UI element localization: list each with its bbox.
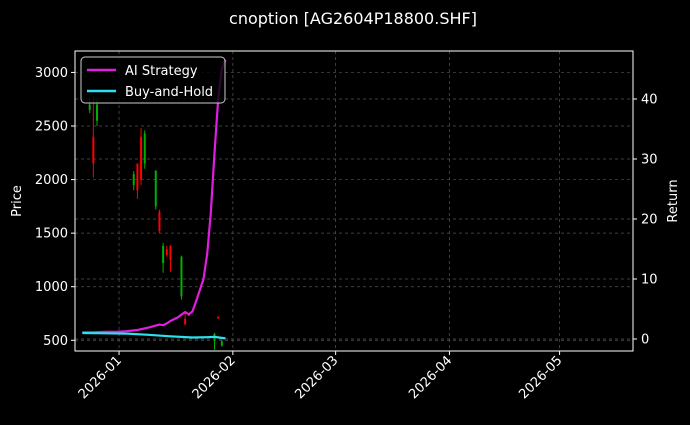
candle-body — [184, 318, 187, 325]
candle-body — [217, 316, 220, 319]
candle-layer — [88, 96, 223, 350]
candle-body — [92, 136, 95, 164]
y-axis-label-left: Price — [10, 185, 25, 217]
y-tick-label-left: 1000 — [35, 280, 68, 295]
candle-body — [140, 136, 143, 180]
candle-body — [158, 211, 161, 231]
candle-body — [220, 341, 223, 346]
legend-box — [80, 56, 226, 104]
candle-body — [162, 246, 165, 264]
candle-body — [132, 174, 135, 185]
y-tick-label-left: 500 — [43, 334, 68, 349]
candle-body — [180, 256, 183, 297]
candle-body — [136, 163, 139, 191]
y-tick-label-right: 10 — [641, 273, 658, 288]
y-tick-label-left: 1500 — [35, 227, 68, 242]
y-tick-label-right: 20 — [641, 213, 658, 228]
candle-body — [88, 104, 91, 110]
legend: AI Strategy Buy-and-Hold — [80, 56, 226, 104]
series-layer — [82, 59, 227, 340]
chart-title: cnoption [AG2604P18800.SHF] — [229, 9, 477, 28]
y-tick-label-right: 30 — [641, 153, 658, 168]
candle-body — [96, 104, 99, 121]
candle-body — [165, 249, 168, 255]
candle-body — [169, 246, 172, 260]
y-tick-label-left: 2000 — [35, 173, 68, 188]
plot-frame — [74, 50, 634, 352]
series-line-buy-and-hold — [82, 331, 226, 340]
y-tick-label-left: 2500 — [35, 120, 68, 135]
candle-body — [154, 171, 157, 207]
series-line-ai-strategy — [82, 59, 227, 334]
y-tick-label-right: 40 — [641, 93, 658, 108]
legend-label-ai-strategy: AI Strategy — [125, 64, 198, 79]
legend-label-buy-and-hold: Buy-and-Hold — [125, 85, 213, 100]
y-tick-label-left: 3000 — [35, 66, 68, 81]
y-axis-label-right: Return — [666, 179, 681, 222]
y-tick-label-right: 0 — [641, 333, 649, 348]
candle-body — [143, 133, 146, 164]
